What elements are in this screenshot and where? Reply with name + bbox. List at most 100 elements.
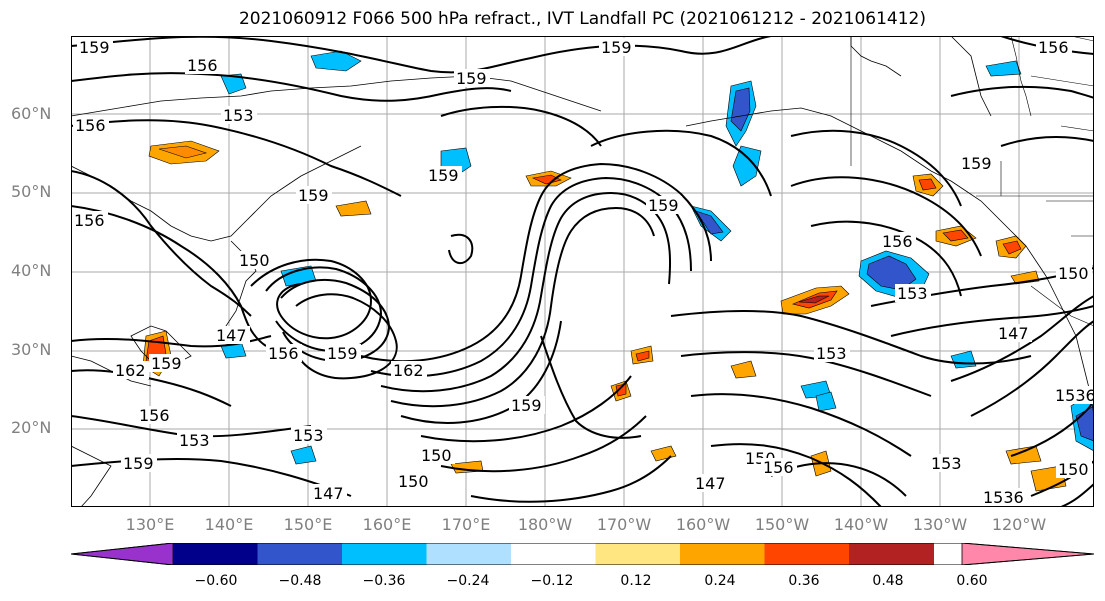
contour-label: 153 bbox=[293, 426, 324, 445]
contour-label-bg bbox=[509, 396, 545, 414]
colorbar-tick-label: 0.60 bbox=[956, 573, 988, 589]
map-title: 2021060912 F066 500 hPa refract., IVT La… bbox=[238, 9, 926, 29]
contour-label: 156 bbox=[268, 344, 299, 363]
contour-label-bg bbox=[149, 354, 185, 372]
contour-label-bg bbox=[996, 324, 1032, 342]
colorbar-segment bbox=[764, 543, 850, 565]
contour-label: 156 bbox=[139, 406, 170, 425]
colorbar-tick-label: 0.48 bbox=[872, 573, 904, 589]
lon-label: 170°W bbox=[596, 515, 652, 534]
lat-label: 20°N bbox=[11, 418, 52, 437]
contour-label-bg bbox=[426, 166, 462, 184]
contour-label-bg bbox=[72, 211, 108, 229]
colorbar-tick-label: −0.24 bbox=[446, 573, 490, 589]
contour-label: 153 bbox=[179, 431, 210, 450]
contour-label: 162 bbox=[115, 361, 146, 380]
lon-label: 130°E bbox=[125, 515, 175, 534]
lat-label: 30°N bbox=[11, 340, 52, 359]
contour-label: 147 bbox=[313, 484, 344, 503]
contour-label-bg bbox=[77, 38, 113, 56]
contour-label-bg bbox=[237, 251, 273, 269]
political-borders bbox=[850, 36, 1094, 327]
colorbar-segment bbox=[595, 543, 681, 565]
colorbar-tick-label: −0.36 bbox=[362, 573, 406, 589]
contour-label-bg bbox=[880, 232, 916, 250]
contour-label: 159 bbox=[511, 396, 542, 415]
contour-label: 156 bbox=[75, 116, 106, 135]
lat-label: 60°N bbox=[11, 104, 52, 123]
contour-label: 1536 bbox=[983, 488, 1024, 507]
contour-label-bg bbox=[599, 38, 635, 56]
colorbar bbox=[71, 543, 1094, 565]
colorbar-segment bbox=[511, 543, 596, 565]
contour-label-bg bbox=[266, 344, 302, 362]
contour-label-bg bbox=[693, 474, 729, 492]
contour-label: 159 bbox=[327, 344, 358, 363]
shaded-anomalies bbox=[142, 50, 1094, 492]
lon-label: 160°W bbox=[675, 515, 731, 534]
contour-label-bg bbox=[1036, 38, 1072, 56]
lon-label: 180°W bbox=[517, 515, 573, 534]
colorbar-segment bbox=[849, 543, 934, 565]
colorbar-tick-label: 0.12 bbox=[620, 573, 652, 589]
contour-label-bg bbox=[185, 56, 221, 74]
contour-label-bg bbox=[291, 426, 327, 444]
lat-label: 50°N bbox=[11, 182, 52, 201]
lat-label: 40°N bbox=[11, 261, 52, 280]
contour-label: 150 bbox=[239, 251, 270, 270]
contour-label-bg bbox=[814, 344, 850, 362]
contour-label: 156 bbox=[74, 211, 105, 230]
contour-label: 159 bbox=[151, 354, 182, 373]
contour-label-bg bbox=[73, 116, 109, 134]
contour-label: 147 bbox=[998, 324, 1029, 343]
lon-label: 170°E bbox=[441, 515, 491, 534]
lon-label: 120°W bbox=[991, 515, 1047, 534]
map-panel: 159 156 153 156 159 159 156 159 159 159 … bbox=[71, 36, 1094, 507]
colorbar-tick-label: 0.36 bbox=[788, 573, 820, 589]
contour-label: 159 bbox=[961, 154, 992, 173]
contour-label: 153 bbox=[931, 454, 962, 473]
contour-label: 147 bbox=[695, 474, 726, 493]
contour-label-bg bbox=[177, 431, 213, 449]
contour-label: 162 bbox=[393, 361, 424, 380]
contour-label-bg bbox=[454, 69, 490, 87]
contour-label: 1536 bbox=[1055, 386, 1094, 405]
contour-label: 159 bbox=[298, 186, 329, 205]
contour-label: 156 bbox=[763, 458, 794, 477]
contour-label: 159 bbox=[648, 196, 679, 215]
contour-label: 147 bbox=[216, 326, 247, 345]
contour-label-bg bbox=[296, 186, 332, 204]
colorbar-low-extend bbox=[71, 543, 174, 565]
contour-label-bg bbox=[325, 344, 361, 362]
contour-label-bg bbox=[214, 326, 250, 344]
contour-label: 150 bbox=[1058, 460, 1089, 479]
contour-label-bg bbox=[959, 154, 995, 172]
contour-label: 153 bbox=[223, 106, 254, 125]
map-frame bbox=[71, 36, 1094, 507]
contour-label: 150 bbox=[398, 472, 429, 491]
contour-label-bg bbox=[981, 488, 1021, 506]
contour-label: 156 bbox=[882, 232, 913, 251]
contour-label-bg bbox=[1056, 264, 1092, 282]
contour-label-bg bbox=[311, 484, 347, 502]
contour-label-bg bbox=[137, 406, 173, 424]
lon-label: 160°E bbox=[362, 515, 412, 534]
contour-label: 150 bbox=[421, 446, 452, 465]
contour-label-bg bbox=[895, 284, 931, 302]
contour-label-bg bbox=[929, 454, 965, 472]
contour-label-bg bbox=[761, 458, 797, 476]
contour-label: 159 bbox=[123, 454, 154, 473]
lon-label: 130°W bbox=[912, 515, 968, 534]
contour-label: 159 bbox=[79, 38, 110, 57]
contour-label-bg bbox=[1053, 386, 1093, 404]
colorbar-segment bbox=[680, 543, 765, 565]
contour-label: 156 bbox=[187, 56, 218, 75]
colorbar-segment bbox=[257, 543, 343, 565]
contour-label: 159 bbox=[428, 166, 459, 185]
lon-label: 140°E bbox=[204, 515, 254, 534]
refractivity-contours bbox=[71, 36, 1094, 507]
lon-label: 150°E bbox=[283, 515, 333, 534]
contour-label-bg bbox=[419, 446, 455, 464]
contour-label: 156 bbox=[1038, 38, 1069, 57]
contour-label: 153 bbox=[816, 344, 847, 363]
